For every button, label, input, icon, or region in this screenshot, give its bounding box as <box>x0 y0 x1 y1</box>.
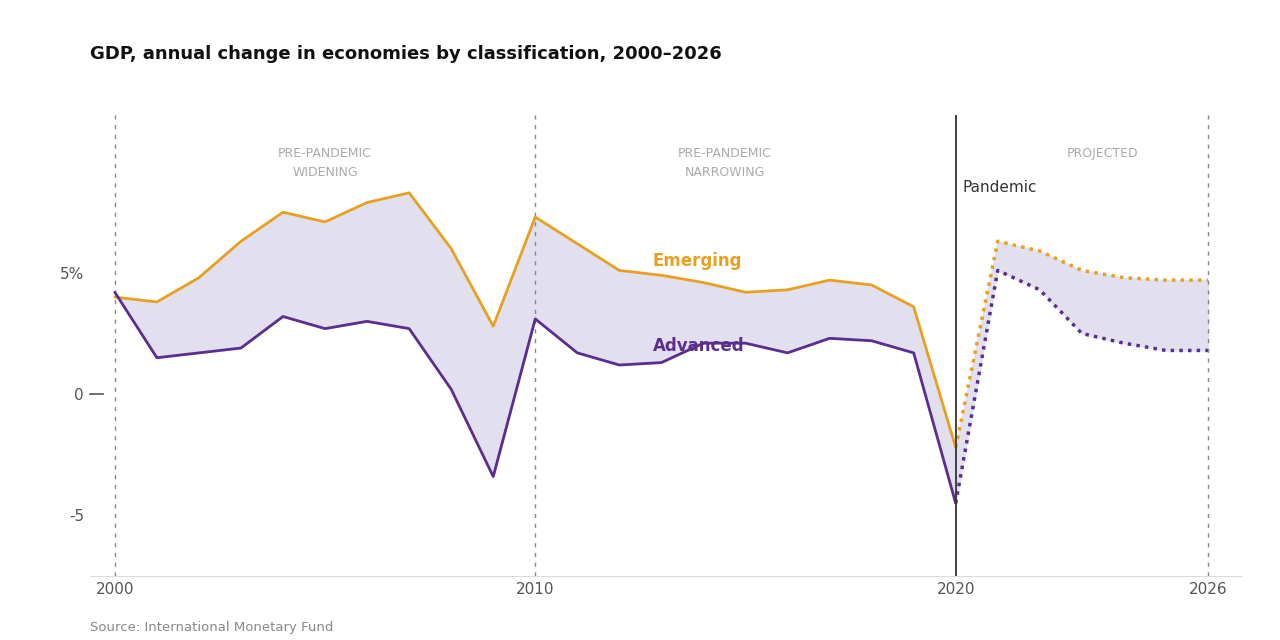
Text: PRE-PANDEMIC
NARROWING: PRE-PANDEMIC NARROWING <box>677 147 772 179</box>
Text: Source: International Monetary Fund: Source: International Monetary Fund <box>90 621 333 634</box>
Text: Emerging: Emerging <box>653 252 742 269</box>
Text: PRE-PANDEMIC
WIDENING: PRE-PANDEMIC WIDENING <box>278 147 372 179</box>
Text: GDP, annual change in economies by classification, 2000–2026: GDP, annual change in economies by class… <box>90 45 722 63</box>
Text: PROJECTED: PROJECTED <box>1068 147 1139 160</box>
Text: Advanced: Advanced <box>653 337 745 355</box>
Text: Pandemic: Pandemic <box>963 180 1037 195</box>
